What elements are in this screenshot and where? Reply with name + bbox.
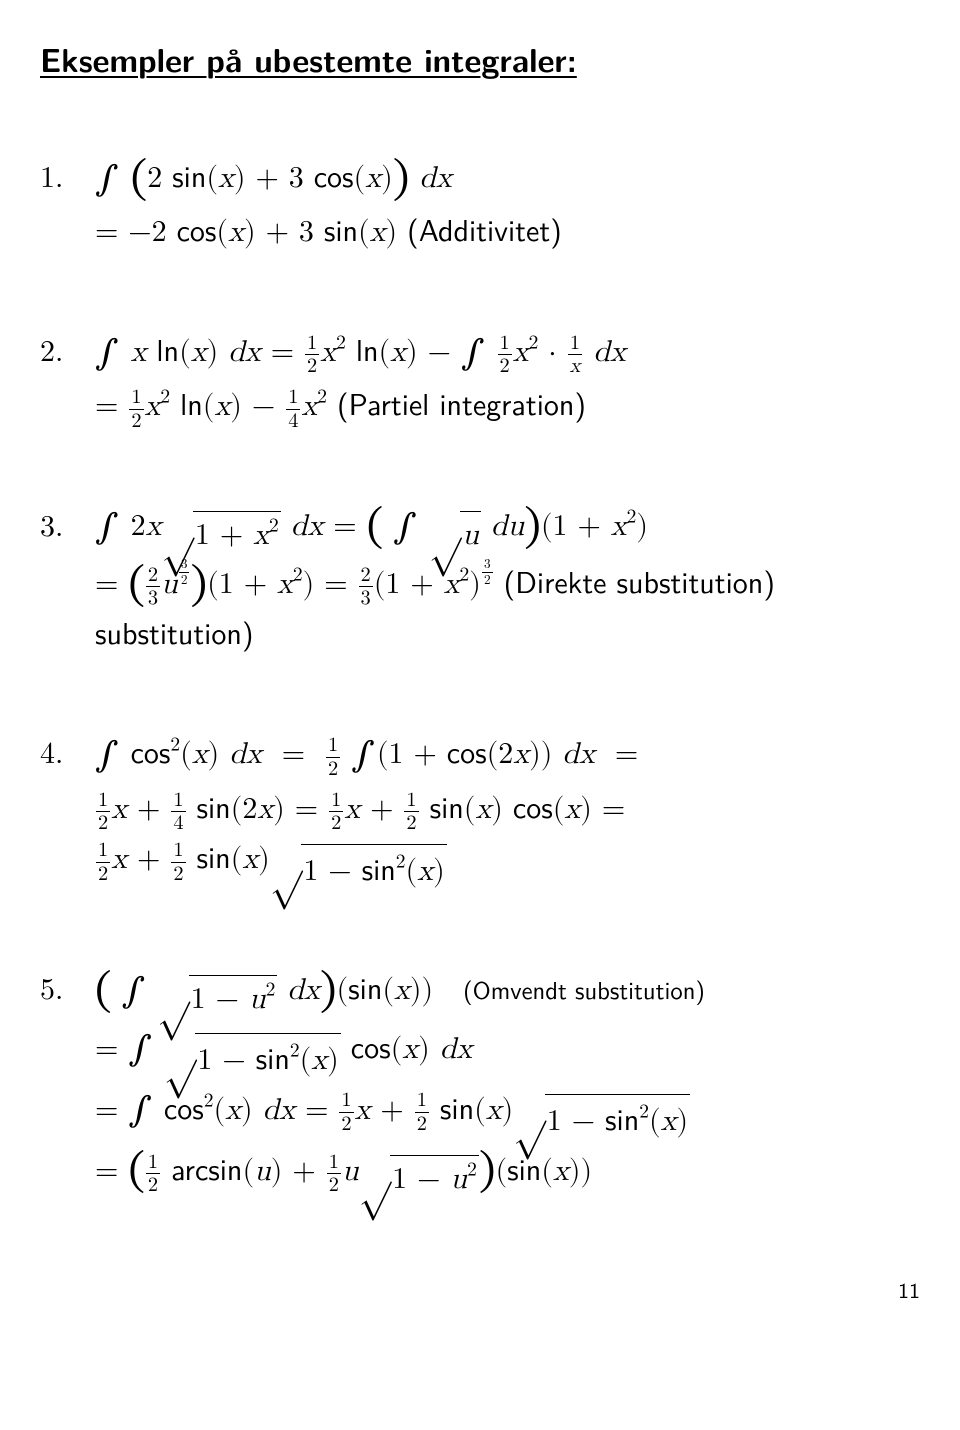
example-5-body: ( ∫ √1 − u2 dx)(sin(x)) (Omvendt substit… (95, 964, 920, 1202)
example-4: 4. ∫ cos2(x) dx = 12 ∫(1 + cos(2x)) dx =… (40, 728, 920, 894)
example-3-number: 3. (40, 501, 95, 658)
example-5-number: 5. (40, 964, 95, 1202)
example-5-tag: (Omvendt substitution) (463, 971, 705, 1007)
example-4-body: ∫ cos2(x) dx = 12 ∫(1 + cos(2x)) dx = 12… (95, 728, 920, 894)
example-3: 3. ∫ 2x√1 + x2 dx = ( ∫ √u du)(1 + x2) =… (40, 501, 920, 658)
example-3-tag: (Direkte substitution) (504, 559, 775, 603)
example-2: 2. ∫ x ln(x) dx = 12x2 ln(x) − ∫ 12x2 · … (40, 326, 920, 431)
example-5: 5. ( ∫ √1 − u2 dx)(sin(x)) (Omvendt subs… (40, 964, 920, 1202)
example-2-number: 2. (40, 326, 95, 431)
example-4-number: 4. (40, 728, 95, 894)
example-1-number: 1. (40, 152, 95, 256)
page-number: 11 (40, 1273, 920, 1305)
example-2-body: ∫ x ln(x) dx = 12x2 ln(x) − ∫ 12x2 · 1x … (95, 326, 920, 431)
example-3-body: ∫ 2x√1 + x2 dx = ( ∫ √u du)(1 + x2) = (2… (95, 501, 920, 658)
example-2-tag: (Partiel integration) (337, 381, 586, 425)
page-heading: Eksempler på ubestemte integraler: (40, 35, 920, 82)
example-1-tag: (Additivitet) (407, 207, 562, 251)
example-1: 1. ∫ (2 sin(x) + 3 cos(x)) dx = −2 cos(x… (40, 152, 920, 256)
example-1-body: ∫ (2 sin(x) + 3 cos(x)) dx = −2 cos(x) +… (95, 152, 920, 256)
